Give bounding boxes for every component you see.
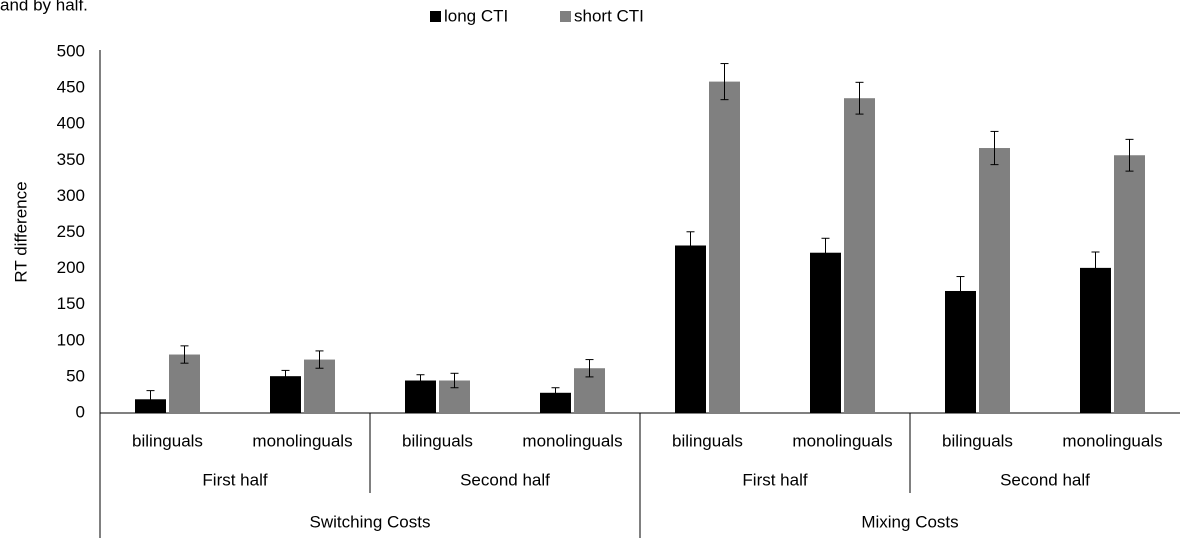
y-tick-label: 400 — [57, 114, 85, 133]
y-axis-label: RT difference — [11, 181, 30, 282]
y-tick-label: 250 — [57, 222, 85, 241]
x-tick-label: monolinguals — [252, 431, 352, 450]
bar — [1114, 155, 1145, 413]
bar — [675, 245, 706, 413]
group-label: Switching Costs — [310, 512, 431, 531]
group-label: Mixing Costs — [861, 512, 958, 531]
y-tick-label: 100 — [57, 330, 85, 349]
y-tick-label: 500 — [57, 41, 85, 60]
subgroup-label: Second half — [460, 470, 550, 489]
x-tick-label: bilinguals — [672, 431, 743, 450]
bar — [540, 392, 571, 413]
x-tick-label: bilinguals — [942, 431, 1013, 450]
y-tick-label: 450 — [57, 78, 85, 97]
subgroup-label: First half — [202, 470, 267, 489]
subgroup-label: Second half — [1000, 470, 1090, 489]
legend-label: long CTI — [444, 6, 508, 25]
bar — [1080, 267, 1111, 413]
x-tick-label: monolinguals — [522, 431, 622, 450]
bar — [945, 290, 976, 413]
legend-label: short CTI — [574, 6, 644, 25]
x-tick-label: bilinguals — [132, 431, 203, 450]
bar — [844, 98, 875, 413]
legend-swatch — [560, 11, 571, 22]
y-tick-label: 350 — [57, 150, 85, 169]
x-tick-label: monolinguals — [792, 431, 892, 450]
y-tick-label: 300 — [57, 186, 85, 205]
subgroup-label: First half — [742, 470, 807, 489]
legend-swatch — [430, 11, 441, 22]
annotation: and by half. — [0, 0, 88, 14]
bar — [709, 81, 740, 414]
x-tick-label: bilinguals — [402, 431, 473, 450]
bar — [810, 252, 841, 413]
y-tick-label: 0 — [76, 402, 85, 421]
bar — [979, 148, 1010, 413]
y-tick-label: 50 — [66, 366, 85, 385]
bar — [169, 354, 200, 413]
y-tick-label: 150 — [57, 294, 85, 313]
y-tick-label: 200 — [57, 258, 85, 277]
x-tick-label: monolinguals — [1062, 431, 1162, 450]
